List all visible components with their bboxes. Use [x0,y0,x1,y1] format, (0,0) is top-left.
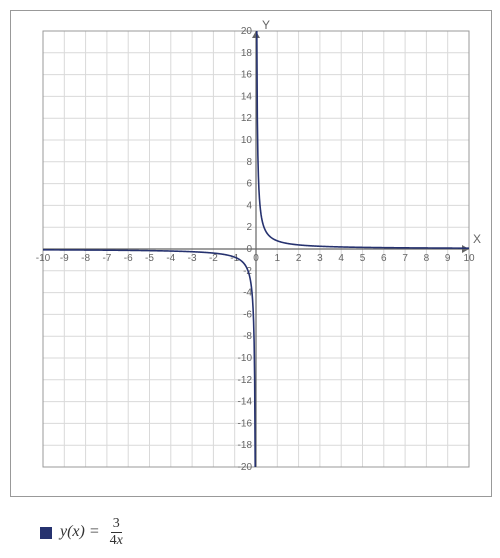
svg-text:8: 8 [246,157,252,168]
chart-frame: -10-9-8-7-6-5-4-3-2-1012345678910-20-18-… [10,10,492,497]
svg-text:20: 20 [241,26,253,37]
svg-text:16: 16 [241,70,253,81]
svg-text:14: 14 [241,91,253,102]
fraction-denominator: 4x [108,533,125,548]
svg-text:-20: -20 [238,462,253,473]
svg-text:-8: -8 [81,253,90,264]
svg-text:10: 10 [241,135,253,146]
function-plot: -10-9-8-7-6-5-4-3-2-1012345678910-20-18-… [17,17,485,485]
svg-text:-4: -4 [166,253,175,264]
svg-text:-6: -6 [124,253,133,264]
svg-text:3: 3 [317,253,323,264]
svg-text:6: 6 [246,179,252,190]
svg-text:0: 0 [246,244,252,255]
svg-text:2: 2 [296,253,302,264]
svg-text:5: 5 [360,253,366,264]
svg-text:10: 10 [463,253,475,264]
svg-text:-8: -8 [243,331,252,342]
fraction-numerator: 3 [111,517,122,533]
svg-text:-18: -18 [238,440,253,451]
svg-text:-3: -3 [188,253,197,264]
svg-text:9: 9 [445,253,451,264]
svg-text:-10: -10 [36,253,51,264]
svg-text:-5: -5 [145,253,154,264]
svg-text:2: 2 [246,222,252,233]
svg-text:-9: -9 [60,253,69,264]
svg-text:X: X [473,232,481,246]
svg-text:-6: -6 [243,309,252,320]
legend: y(x) = 34x [40,517,490,548]
svg-text:-2: -2 [209,253,218,264]
svg-text:0: 0 [253,253,259,264]
svg-text:6: 6 [381,253,387,264]
svg-text:-12: -12 [238,375,253,386]
legend-fraction: 34x [108,517,125,548]
svg-text:4: 4 [338,253,344,264]
svg-text:-7: -7 [102,253,111,264]
svg-text:8: 8 [424,253,430,264]
svg-text:Y: Y [262,18,270,32]
legend-label: y(x) = 34x [60,517,125,548]
svg-text:-10: -10 [238,353,253,364]
svg-text:-16: -16 [238,418,253,429]
svg-text:18: 18 [241,48,253,59]
legend-swatch [40,527,52,539]
svg-text:12: 12 [241,113,253,124]
svg-text:4: 4 [246,200,252,211]
svg-text:7: 7 [402,253,408,264]
svg-text:1: 1 [275,253,281,264]
svg-text:-14: -14 [238,397,253,408]
